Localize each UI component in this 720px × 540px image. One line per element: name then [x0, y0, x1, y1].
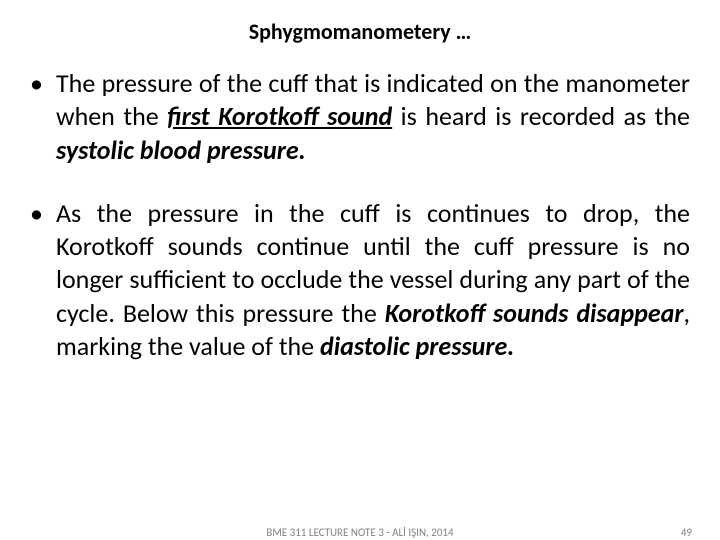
bullet-text: As the pressure in the cuff is continues… [56, 197, 690, 363]
footer-note: BME 311 LECTURE NOTE 3 - ALİ IŞIN, 2014 [0, 526, 720, 539]
text-run: is heard is recorded as the [392, 100, 690, 132]
bullet-marker: • [30, 197, 56, 363]
slide-title: Sphygmomanometery … [30, 18, 690, 45]
bullet-item: • As the pressure in the cuff is continu… [30, 197, 690, 363]
page-number: 49 [681, 526, 692, 539]
emphasis-first-korotkoff: first Korotkoff sound [167, 100, 392, 132]
bullet-text: The pressure of the cuff that is indicat… [56, 67, 690, 167]
emphasis-diastolic: diastolic pressure. [320, 330, 514, 362]
emphasis-sounds-disappear: Korotkoff sounds disappear [385, 297, 684, 329]
slide: Sphygmomanometery … • The pressure of th… [0, 0, 720, 540]
bullet-marker: • [30, 67, 56, 167]
emphasis-systolic: systolic blood pressure. [56, 134, 306, 166]
bullet-item: • The pressure of the cuff that is indic… [30, 67, 690, 167]
